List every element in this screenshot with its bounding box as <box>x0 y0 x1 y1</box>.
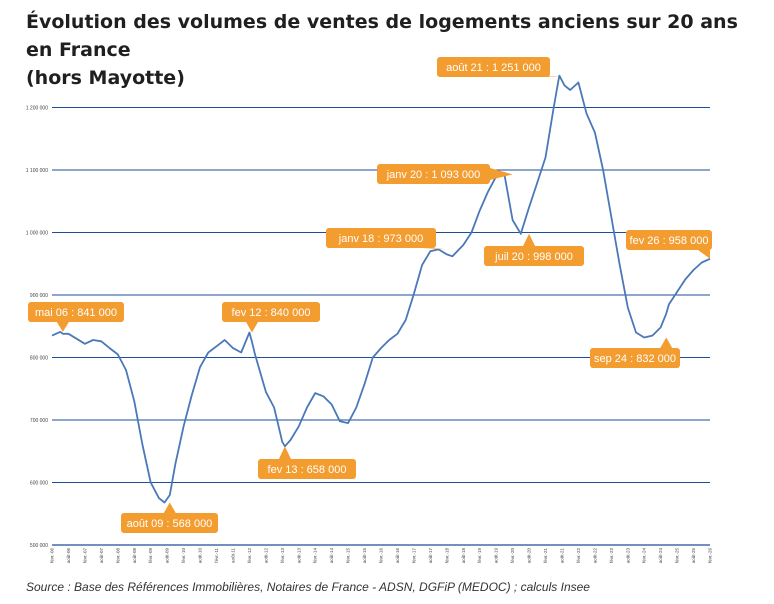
callout: fev 12 : 840 000 <box>222 302 320 333</box>
callout-pointer <box>163 502 176 513</box>
x-tick-label: févr.-22 <box>576 548 581 564</box>
callout-label: janv 20 : 1 093 000 <box>386 169 481 181</box>
callout-box <box>222 302 320 322</box>
x-tick-label: févr.-09 <box>148 548 153 564</box>
callout-label: mai 06 : 841 000 <box>35 307 117 319</box>
callout-label: août 21 : 1 251 000 <box>446 62 541 74</box>
x-tick-label: août-20 <box>527 548 532 564</box>
x-tick-label: août-11 <box>230 548 235 563</box>
x-tick-label: févr.-23 <box>609 548 614 564</box>
callout-box <box>326 228 436 248</box>
x-tick-label: août-08 <box>132 548 137 564</box>
callout-pointer <box>698 250 710 259</box>
x-tick-label: août-06 <box>66 548 71 564</box>
x-tick-label: août-21 <box>559 548 564 564</box>
x-tick-label: août-09 <box>165 548 170 564</box>
x-tick-label: août-18 <box>461 548 466 564</box>
y-tick-label: 900 000 <box>30 293 48 299</box>
x-tick-label: août-12 <box>263 548 268 564</box>
y-tick-label: 600 000 <box>30 481 48 487</box>
callout-label: fev 13 : 658 000 <box>268 464 347 476</box>
callout-box <box>121 513 218 533</box>
x-tick-label: août-14 <box>329 548 334 564</box>
x-tick-label: févr.-14 <box>313 548 318 564</box>
x-tick-label: févr.-15 <box>346 548 351 564</box>
x-tick-label: août-13 <box>296 548 301 564</box>
callout-box <box>437 57 550 77</box>
x-tick-label: août-19 <box>494 548 499 564</box>
x-tick-label: août-17 <box>428 548 433 564</box>
callout-pointer <box>278 446 291 459</box>
callout: août 21 : 1 251 000 <box>437 57 565 77</box>
x-tick-label: févr.-21 <box>543 548 548 564</box>
x-tick-label: août-07 <box>99 548 104 564</box>
callout-box <box>28 302 124 322</box>
callout-box <box>590 348 680 368</box>
callout-pointer <box>56 322 69 332</box>
x-tick-label: août-23 <box>625 548 630 564</box>
x-tick-label: août-10 <box>198 548 203 564</box>
callout-box <box>626 230 712 250</box>
x-tick-label: févr.-06 <box>50 548 55 564</box>
y-tick-label: 700 000 <box>30 418 48 424</box>
x-tick-label: févr.-26 <box>708 548 713 564</box>
callout: août 09 : 568 000 <box>121 502 218 533</box>
callout-pointer <box>660 337 673 348</box>
x-tick-label: févr.-18 <box>444 548 449 564</box>
x-tick-label: août-22 <box>592 548 597 564</box>
y-tick-label: 1 100 000 <box>26 168 48 174</box>
x-tick-label: févr.-13 <box>280 548 285 564</box>
x-tick-label: févr.-12 <box>247 548 252 564</box>
callout-label: janv 18 : 973 000 <box>338 233 423 245</box>
x-tick-label: août-24 <box>658 548 663 564</box>
callout-label: août 09 : 568 000 <box>127 518 213 530</box>
callout-label: fev 26 : 958 000 <box>630 235 709 247</box>
y-tick-label: 1 000 000 <box>26 231 48 237</box>
y-tick-label: 800 000 <box>30 356 48 362</box>
x-tick-label: août-16 <box>395 548 400 564</box>
source-note: Source : Base des Références Immobilière… <box>26 580 590 594</box>
chart-title-line-2: (hors Mayotte) <box>26 67 185 89</box>
callout-box <box>377 164 490 184</box>
callout: janv 18 : 973 000 <box>326 228 447 250</box>
x-tick-label: févr.-16 <box>379 548 384 564</box>
callout-box <box>484 246 584 266</box>
y-tick-label: 1 200 000 <box>26 106 48 112</box>
x-tick-label: août-25 <box>691 548 696 564</box>
callout-pointer <box>246 322 259 333</box>
callout-box <box>258 459 356 479</box>
callout: janv 20 : 1 093 000 <box>377 164 513 184</box>
callout-label: sep 24 : 832 000 <box>594 353 676 365</box>
callout: fev 26 : 958 000 <box>626 230 712 259</box>
callout-label: juil 20 : 998 000 <box>494 251 573 263</box>
x-tick-label: févr.-10 <box>181 548 186 564</box>
x-tick-label: févr.-24 <box>642 548 647 564</box>
x-tick-label: août-15 <box>362 548 367 564</box>
callout-label: fev 12 : 840 000 <box>232 307 311 319</box>
chart-title-line-1: Évolution des volumes de ventes de logem… <box>26 11 738 61</box>
x-tick-label: févr.-25 <box>675 548 680 564</box>
x-tick-label: févr.-07 <box>82 548 87 564</box>
x-tick-label: févr.-17 <box>411 548 416 564</box>
x-tick-label: févr.-20 <box>510 548 515 564</box>
x-tick-label: févr.-11 <box>214 548 219 563</box>
callout-pointer <box>490 168 513 180</box>
callout: sep 24 : 832 000 <box>590 337 680 368</box>
series-line <box>51 74 711 504</box>
chart-title: Évolution des volumes de ventes de logem… <box>26 8 746 92</box>
callout-pointer <box>422 248 447 250</box>
callout: juil 20 : 998 000 <box>484 233 584 266</box>
callout-pointer <box>523 233 536 246</box>
callout: mai 06 : 841 000 <box>28 302 124 332</box>
x-tick-label: févr.-19 <box>477 548 482 564</box>
x-tick-label: févr.-08 <box>115 548 120 564</box>
y-tick-label: 500 000 <box>30 543 48 549</box>
callout: fev 13 : 658 000 <box>258 446 356 479</box>
